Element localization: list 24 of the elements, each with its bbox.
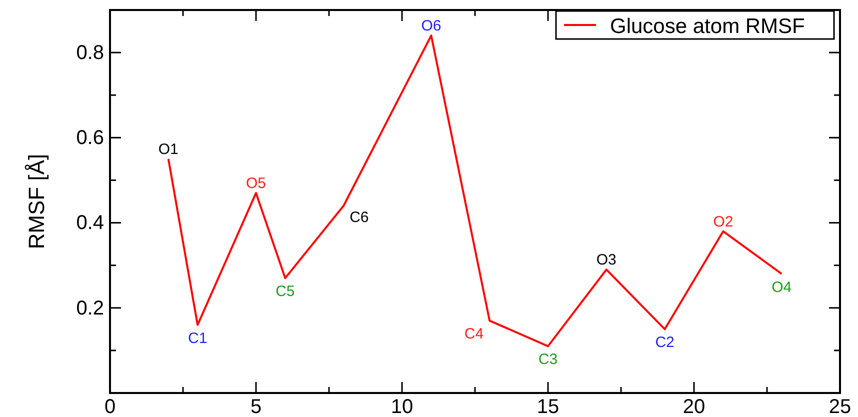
annotation: C2: [655, 334, 674, 352]
y-axis-title: RMSF [Å]: [24, 154, 49, 250]
x-tick-label: 10: [390, 396, 414, 417]
x-tick-label: 15: [536, 396, 560, 417]
x-tick-label: 0: [104, 396, 116, 417]
legend-label: Glucose atom RMSF: [610, 15, 805, 38]
y-tick-label: 0.6: [76, 127, 104, 150]
annotation: C3: [538, 351, 558, 368]
annotation: O2: [713, 213, 734, 230]
annotation: C5: [276, 283, 295, 300]
annotation: C4: [464, 326, 484, 343]
annotation: O6: [421, 18, 442, 35]
annotation: C6: [350, 208, 369, 226]
x-tick-label: 5: [250, 396, 262, 417]
annotation: O4: [772, 278, 792, 296]
annotation: O5: [246, 174, 266, 192]
x-tick-label: 20: [682, 396, 706, 417]
y-tick-label: 0.8: [76, 42, 104, 64]
annotation: C1: [188, 330, 208, 347]
annotation: O3: [596, 252, 616, 269]
x-tick-label: 25: [828, 396, 852, 417]
y-tick-label: 0.4: [76, 212, 104, 234]
y-tick-label: 0.2: [76, 297, 104, 320]
annotation: O1: [158, 140, 178, 158]
